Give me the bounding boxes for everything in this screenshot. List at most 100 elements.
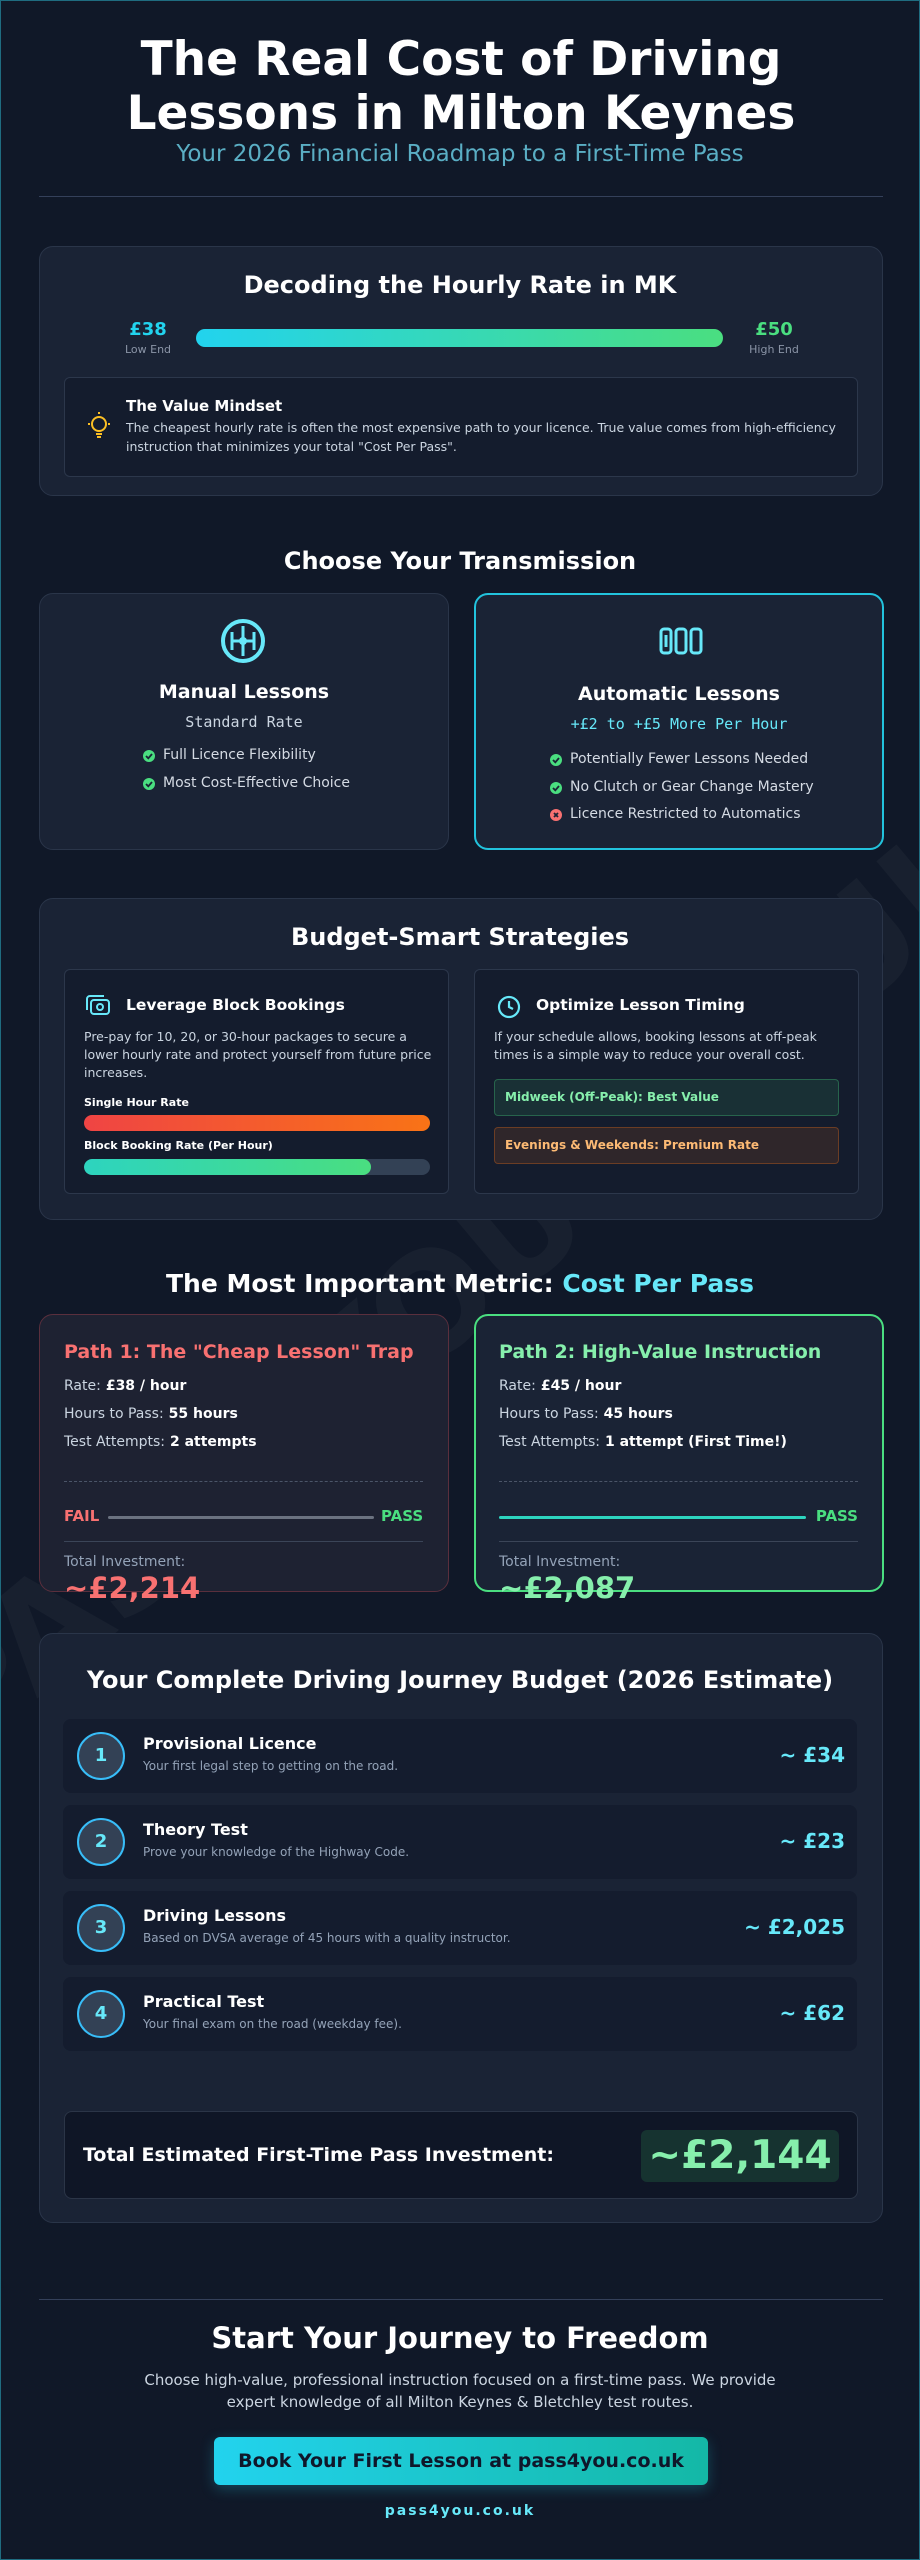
offpeak-option: Midweek (Off-Peak): Best Value xyxy=(494,1079,839,1116)
row-value: 2 attempts xyxy=(169,1434,257,1450)
section-title: Your Complete Driving Journey Budget (20… xyxy=(86,1666,834,1694)
check-icon xyxy=(550,754,562,766)
item-cost: ~ £2,025 xyxy=(744,1915,845,1939)
fail-label: FAIL xyxy=(64,1507,100,1525)
block-rate-track xyxy=(84,1159,430,1175)
divider xyxy=(499,1541,858,1542)
footer-text: Choose high-value, professional instruct… xyxy=(144,2371,776,2411)
total-value: ~£2,087 xyxy=(499,1571,636,1605)
low-label: Low End xyxy=(124,343,172,356)
pass-label: PASS xyxy=(381,1507,424,1525)
section-title: Decoding the Hourly Rate in MK xyxy=(243,271,677,299)
total-value: ~£2,144 xyxy=(641,2130,839,2182)
row-value: £45 / hour xyxy=(540,1378,622,1394)
footer-url: pass4you.co.uk xyxy=(384,2503,536,2519)
budget-item: 3 Driving Lessons Based on DVSA average … xyxy=(63,1891,857,1965)
section-title: Budget-Smart Strategies xyxy=(290,923,630,951)
money-icon xyxy=(86,995,110,1015)
feature: Full Licence Flexibility xyxy=(163,747,316,763)
path-title: Path 2: High-Value Instruction xyxy=(499,1341,822,1363)
item-title: Practical Test xyxy=(143,1992,265,2011)
item-cost: ~ £23 xyxy=(779,1829,845,1853)
row-label: Test Attempts: xyxy=(64,1434,165,1450)
card-subtitle: +£2 to +£5 More Per Hour xyxy=(570,715,788,733)
pass-line xyxy=(499,1516,806,1519)
path-title: Path 1: The "Cheap Lesson" Trap xyxy=(64,1341,414,1363)
pass-label: PASS xyxy=(815,1507,858,1525)
divider xyxy=(64,1541,423,1542)
card-title: Automatic Lessons xyxy=(578,683,780,705)
divider xyxy=(39,196,883,197)
mindset-box xyxy=(64,377,858,477)
path-row: Test Attempts: 2 attempts xyxy=(64,1434,257,1450)
item-description: Your first legal step to getting on the … xyxy=(143,1759,399,1773)
step-number: 3 xyxy=(77,1904,125,1952)
page-title: The Real Cost of Driving Lessons in Milt… xyxy=(126,32,796,141)
dashed-divider xyxy=(499,1481,858,1482)
item-title: Theory Test xyxy=(143,1820,248,1839)
clock-icon xyxy=(497,995,521,1019)
check-icon xyxy=(143,750,155,762)
budget-item: 1 Provisional Licence Your first legal s… xyxy=(63,1719,857,1793)
item-description: Prove your knowledge of the Highway Code… xyxy=(143,1845,410,1859)
cta-button[interactable]: Book Your First Lesson at pass4you.co.uk xyxy=(214,2437,708,2485)
premium-option: Evenings & Weekends: Premium Rate xyxy=(494,1127,839,1164)
single-rate-bar xyxy=(84,1115,430,1131)
low-value: £38 xyxy=(129,319,167,340)
manual-icon xyxy=(221,619,265,663)
box-title: Optimize Lesson Timing xyxy=(536,996,745,1014)
box-text: If your schedule allows, booking lessons… xyxy=(494,1029,817,1062)
row-label: Rate: xyxy=(64,1378,101,1394)
row-value: 1 attempt (First Time!) xyxy=(604,1434,787,1450)
budget-item: 4 Practical Test Your final exam on the … xyxy=(63,1977,857,2051)
subtitle: Your 2026 Financial Roadmap to a First-T… xyxy=(176,141,744,167)
check-icon xyxy=(143,778,155,790)
item-title: Driving Lessons xyxy=(143,1906,286,1925)
row-label: Hours to Pass: xyxy=(64,1406,164,1422)
row-value: 45 hours xyxy=(603,1406,673,1422)
range-bar xyxy=(196,329,723,347)
path-row: Rate: £38 / hour xyxy=(64,1378,186,1394)
high-label: High End xyxy=(749,343,799,356)
item-cost: ~ £62 xyxy=(779,2001,845,2025)
item-description: Your final exam on the road (weekday fee… xyxy=(143,2017,402,2031)
step-number: 4 xyxy=(77,1990,125,2038)
card-title: Manual Lessons xyxy=(158,681,330,703)
metric-title: The Most Important Metric: xyxy=(166,1269,554,1298)
path-row: Hours to Pass: 45 hours xyxy=(499,1406,673,1422)
budget-item: 2 Theory Test Prove your knowledge of th… xyxy=(63,1805,857,1879)
row-label: Hours to Pass: xyxy=(499,1406,599,1422)
divider xyxy=(39,2299,883,2300)
path-row: Rate: £45 / hour xyxy=(499,1378,621,1394)
fail-line xyxy=(108,1516,374,1519)
feature: Most Cost-Effective Choice xyxy=(163,775,350,791)
timing-box xyxy=(474,969,859,1194)
total-label: Total Investment: xyxy=(64,1554,186,1570)
section-title: Choose Your Transmission xyxy=(283,547,637,575)
step-number: 1 xyxy=(77,1732,125,1780)
row-value: £38 / hour xyxy=(105,1378,187,1394)
row-value: 55 hours xyxy=(168,1406,238,1422)
high-value: £50 xyxy=(755,319,793,340)
check-icon xyxy=(550,782,562,794)
block-rate-bar xyxy=(84,1159,372,1175)
bulb-icon xyxy=(88,412,110,438)
row-label: Rate: xyxy=(499,1378,536,1394)
feature: Potentially Fewer Lessons Needed xyxy=(570,751,809,767)
automatic-icon xyxy=(659,627,703,655)
total-label: Total Estimated First-Time Pass Investme… xyxy=(83,2144,554,2166)
metric-heading: The Most Important Metric: Cost Per Pass xyxy=(1,1269,919,1298)
feature: No Clutch or Gear Change Mastery xyxy=(570,779,814,795)
item-title: Provisional Licence xyxy=(143,1734,317,1753)
item-description: Based on DVSA average of 45 hours with a… xyxy=(143,1931,511,1945)
mindset-title: The Value Mindset xyxy=(126,397,283,415)
total-label: Total Investment: xyxy=(499,1554,621,1570)
dashed-divider xyxy=(64,1481,423,1482)
path-card xyxy=(474,1314,884,1592)
feature: Licence Restricted to Automatics xyxy=(570,806,801,822)
bar-label: Block Booking Rate (Per Hour) xyxy=(84,1139,273,1152)
cross-icon xyxy=(550,809,562,821)
row-label: Test Attempts: xyxy=(499,1434,600,1450)
step-number: 2 xyxy=(77,1818,125,1866)
